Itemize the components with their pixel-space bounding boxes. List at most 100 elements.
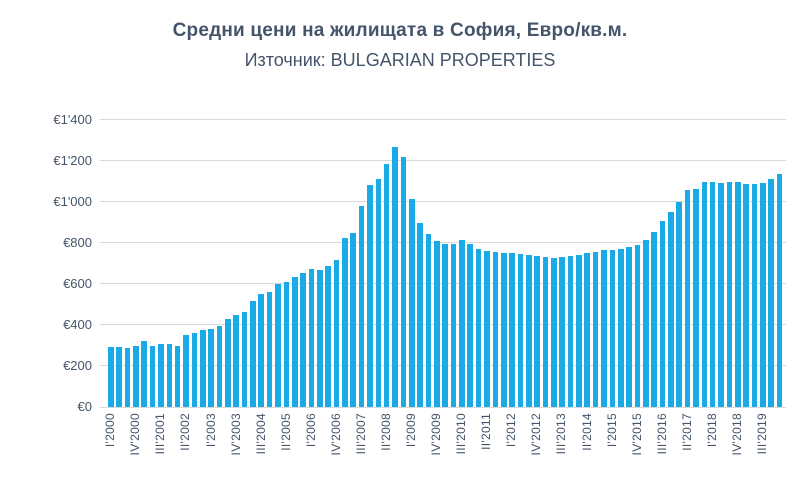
bar (208, 329, 214, 407)
y-tick-label: €1'400 (53, 112, 92, 127)
y-tick-label: €800 (63, 235, 92, 250)
bar (383, 164, 390, 407)
bar (333, 260, 340, 407)
bar (592, 251, 599, 407)
chart-title: Средни цени на жилищата в София, Евро/кв… (172, 20, 628, 41)
x-tick-label: III'2007 (353, 413, 368, 455)
bar (375, 179, 382, 407)
chart-subtitle: Източник: BULGARIAN PROPERTIES (244, 50, 556, 70)
x-tick-label: IV'2018 (729, 413, 744, 456)
y-tick-label: €1'200 (53, 153, 92, 168)
x-tick-label: III'2013 (554, 413, 569, 455)
y-tick-label: €200 (63, 358, 92, 373)
gridline (100, 242, 786, 243)
bar (626, 247, 632, 407)
gridline (100, 201, 786, 202)
bar (434, 240, 440, 407)
bar (776, 174, 783, 407)
x-tick-label: II'2008 (379, 413, 393, 451)
bar (275, 284, 281, 407)
bar (651, 231, 657, 407)
x-tick-label: III'2019 (754, 413, 769, 455)
bar (760, 182, 766, 407)
bar (718, 182, 724, 407)
bar (141, 341, 148, 407)
bar (442, 244, 448, 407)
x-tick-label: I'2000 (103, 413, 118, 448)
x-tick-label: IV'2003 (228, 413, 243, 456)
bar (342, 237, 348, 407)
bar (174, 345, 181, 407)
bar (576, 254, 582, 407)
gridline (100, 160, 786, 161)
bar (701, 181, 708, 407)
bar-series (108, 120, 783, 407)
bar (325, 265, 331, 407)
x-tick-label: I'2012 (504, 413, 519, 448)
bar (542, 257, 549, 407)
y-axis-labels: €0 €200 €400 €600 €800 €1'000 €1'200 €1'400 (0, 112, 92, 414)
bar (417, 222, 423, 407)
bar (509, 253, 515, 407)
bar (283, 281, 290, 407)
x-tick-label: II'2005 (278, 413, 293, 451)
bar (726, 181, 733, 407)
bar (467, 244, 474, 407)
bar (258, 294, 265, 407)
bar (609, 249, 616, 407)
x-tick-label: I'2006 (303, 413, 318, 448)
bar (492, 252, 499, 407)
gridline (100, 119, 786, 120)
bar (684, 189, 691, 407)
x-tick-label: IV'2009 (429, 413, 444, 456)
x-tick-label: IV'2000 (128, 413, 143, 456)
y-tick-label: €0 (77, 399, 92, 414)
bar (659, 221, 666, 407)
x-tick-label: I'2018 (704, 413, 719, 448)
plot-area (100, 119, 786, 408)
bar (199, 330, 206, 407)
x-tick-label: II'2002 (178, 413, 193, 451)
bar (534, 255, 540, 407)
bar (166, 344, 173, 407)
bar (525, 255, 532, 407)
bar (643, 239, 649, 407)
x-tick-label: II'2017 (679, 413, 694, 451)
bar (300, 272, 306, 407)
bar (124, 347, 131, 407)
bar (400, 156, 407, 407)
x-axis-labels: I'2000 IV'2000 III'2001 II'2002 I'2003 IV'200… (100, 413, 786, 501)
bar (233, 314, 239, 407)
bar (751, 183, 758, 407)
bar (225, 318, 231, 407)
x-tick-label: I'2009 (404, 413, 419, 448)
bar (241, 311, 248, 407)
bar (291, 276, 298, 407)
bar (149, 345, 156, 407)
x-tick-label: IV'2015 (629, 413, 644, 456)
bar (133, 345, 139, 407)
bar (500, 252, 507, 407)
bar (567, 256, 574, 407)
bar (425, 233, 432, 407)
bar (676, 202, 683, 407)
x-tick-label: II'2014 (579, 413, 594, 451)
bar (601, 250, 607, 407)
y-tick-label: €600 (63, 276, 92, 291)
bar (358, 206, 365, 407)
bar (350, 232, 357, 407)
x-tick-label: I'2015 (604, 413, 619, 448)
x-tick-label: III'2001 (153, 413, 168, 455)
bar (634, 245, 641, 407)
bar (216, 326, 223, 407)
bar (551, 257, 557, 407)
bar (517, 254, 524, 407)
x-tick-label: II'2011 (479, 413, 494, 450)
bar (367, 184, 373, 407)
bar (668, 212, 674, 407)
bar (250, 301, 256, 407)
x-tick-label: III'2004 (253, 413, 268, 455)
bar (484, 251, 490, 407)
bar (158, 344, 164, 407)
